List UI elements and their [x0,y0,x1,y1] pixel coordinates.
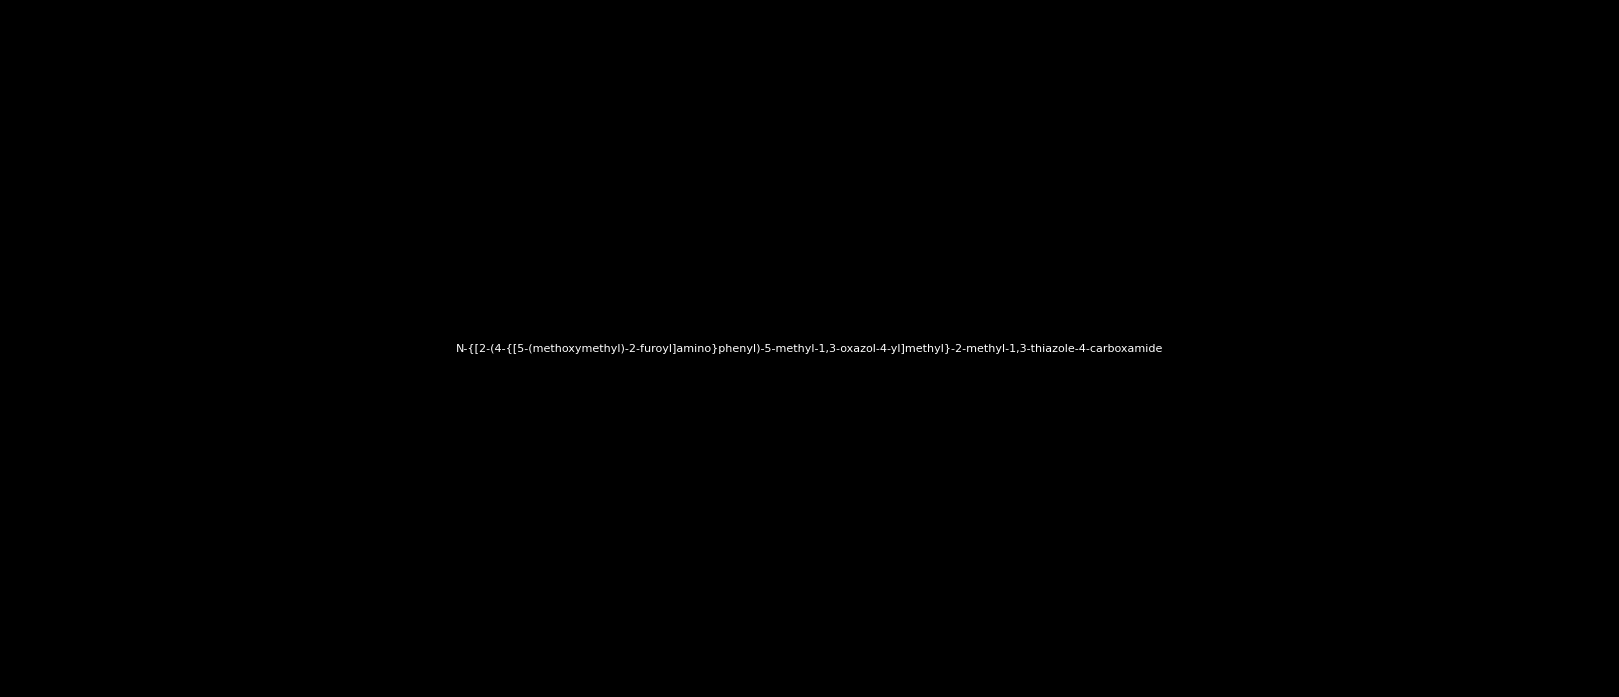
Text: N-{[2-(4-{[5-(methoxymethyl)-2-furoyl]amino}phenyl)-5-methyl-1,3-oxazol-4-yl]met: N-{[2-(4-{[5-(methoxymethyl)-2-furoyl]am… [457,344,1162,353]
